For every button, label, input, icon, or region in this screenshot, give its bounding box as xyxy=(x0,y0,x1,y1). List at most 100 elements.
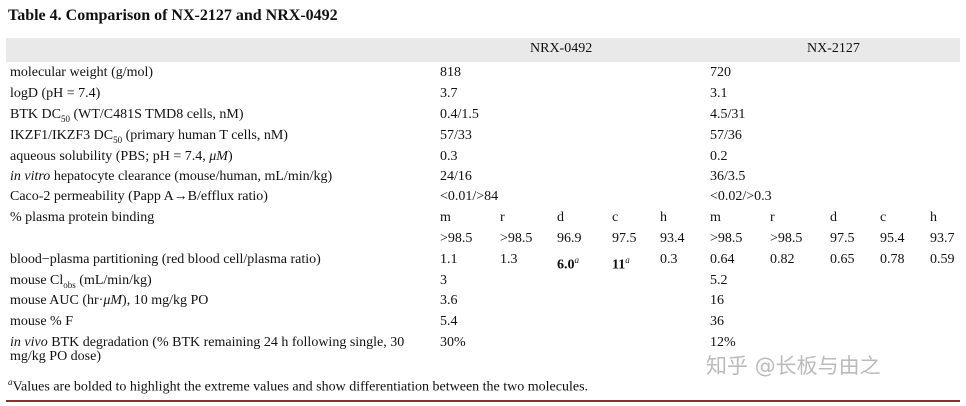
row-label: mouse AUC (hr·μM), 10 mg/kg PO xyxy=(10,292,208,310)
label-part: in vivo xyxy=(10,335,48,350)
cell: 5.4 xyxy=(440,314,458,329)
species: c xyxy=(880,210,887,225)
row-label: molecular weight (g/mol) xyxy=(10,64,153,82)
cell: 93.7 xyxy=(930,231,955,246)
column-header: NRX-0492 xyxy=(530,41,593,56)
footnote-mark: a xyxy=(574,255,580,265)
cell: >98.5 xyxy=(710,231,743,246)
cell: >98.5 xyxy=(500,231,533,246)
cell: 1.1 xyxy=(440,252,458,267)
species: m xyxy=(710,210,721,225)
cell: 95.4 xyxy=(880,231,905,246)
species: c xyxy=(612,210,619,225)
cell: >98.5 xyxy=(440,231,473,246)
row-label: blood−plasma partitioning (red blood cel… xyxy=(10,251,321,269)
header-band xyxy=(6,38,960,62)
watermark: 知乎 @长板与由之 xyxy=(706,354,881,378)
cell: 3 xyxy=(440,273,447,288)
species: r xyxy=(770,210,775,225)
footnote-mark: a xyxy=(625,255,630,265)
cell: 97.5 xyxy=(830,231,855,246)
cell: <0.02/>0.3 xyxy=(710,189,772,204)
cell: 0.65 xyxy=(830,252,855,267)
label-part: (mL/min/kg) xyxy=(75,273,152,288)
cell: 11a xyxy=(612,251,630,275)
bottom-rule xyxy=(6,400,960,402)
cell-value: 11 xyxy=(612,257,626,273)
label-part: in vitro xyxy=(10,169,51,184)
species: h xyxy=(660,210,667,225)
cell: 0.4/1.5 xyxy=(440,107,479,122)
cell: 12% xyxy=(710,335,736,350)
label-part: BTK DC xyxy=(10,107,61,122)
cell: 1.3 xyxy=(500,252,518,267)
cell: 0.3 xyxy=(440,149,458,164)
label-part: mouse Cl xyxy=(10,273,64,288)
cell: 3.6 xyxy=(440,293,458,308)
cell: 36 xyxy=(710,314,724,329)
species: d xyxy=(557,210,564,225)
cell: 24/16 xyxy=(440,169,472,184)
row-label: in vitro hepatocyte clearance (mouse/hum… xyxy=(10,168,332,186)
label-part: ), 10 mg/kg PO xyxy=(122,293,209,308)
label-part: mouse AUC (hr· xyxy=(10,293,104,308)
cell: <0.01/>84 xyxy=(440,189,499,204)
footnote: aValues are bolded to highlight the extr… xyxy=(8,373,588,397)
cell: 36/3.5 xyxy=(710,169,746,184)
cell: 0.78 xyxy=(880,252,905,267)
cell: 16 xyxy=(710,293,724,308)
cell: >98.5 xyxy=(770,231,803,246)
label-part: obs xyxy=(63,279,76,290)
row-label: mouse Clobs (mL/min/kg) xyxy=(10,272,152,294)
cell: 57/33 xyxy=(440,128,472,143)
cell: 30% xyxy=(440,335,466,350)
cell: 4.5/31 xyxy=(710,107,746,122)
cell: 5.2 xyxy=(710,273,728,288)
species: h xyxy=(930,210,937,225)
label-part: aqueous solubility (PBS; pH = 7.4, xyxy=(10,149,210,164)
species: r xyxy=(500,210,505,225)
label-part: (WT/C481S TMD8 cells, nM) xyxy=(69,107,244,122)
row-label: logD (pH = 7.4) xyxy=(10,85,100,103)
cell: 0.2 xyxy=(710,149,728,164)
label-part: hepatocyte clearance (mouse/human, mL/mi… xyxy=(50,169,333,184)
label-part: 50 xyxy=(60,113,70,124)
cell: 3.7 xyxy=(440,86,458,101)
cell: 0.82 xyxy=(770,252,795,267)
cell: 0.3 xyxy=(660,252,678,267)
cell: 0.64 xyxy=(710,252,735,267)
cell: 818 xyxy=(440,65,461,80)
label-part: blood−plasma partitioning (red blood cel… xyxy=(10,252,321,267)
label-part: molecular weight (g/mol) xyxy=(10,65,154,80)
cell: 57/36 xyxy=(710,128,742,143)
row-label: BTK DC50 (WT/C481S TMD8 cells, nM) xyxy=(10,106,244,128)
label-part: μM xyxy=(103,293,123,308)
species: m xyxy=(440,210,451,225)
footnote-text: Values are bolded to highlight the extre… xyxy=(12,379,589,395)
label-part: 50 xyxy=(113,134,123,145)
label-part: % plasma protein binding xyxy=(10,210,155,225)
row-label: mouse % F xyxy=(10,313,73,331)
label-part: Caco-2 permeability (Papp A→B/efflux rat… xyxy=(10,189,268,204)
cell: 96.9 xyxy=(557,231,582,246)
cell: 0.59 xyxy=(930,252,955,267)
cell: 6.0a xyxy=(557,251,579,275)
cell: 720 xyxy=(710,65,731,80)
table-title: Table 4. Comparison of NX-2127 and NRX-0… xyxy=(8,7,338,24)
footnote-mark: a xyxy=(8,377,13,387)
cell: 97.5 xyxy=(612,231,637,246)
label-part: logD (pH = 7.4) xyxy=(10,86,101,101)
label-part: mouse % F xyxy=(10,314,73,329)
column-header: NX-2127 xyxy=(807,41,860,56)
row-label: % plasma protein binding xyxy=(10,209,154,227)
row-label: Caco-2 permeability (Papp A→B/efflux rat… xyxy=(10,188,268,206)
cell: 93.4 xyxy=(660,231,685,246)
cell: 3.1 xyxy=(710,86,728,101)
label-part: μM xyxy=(209,149,228,164)
label-part: IKZF1/IKZF3 DC xyxy=(10,128,114,143)
row-label: in vivo BTK degradation (% BTK remaining… xyxy=(10,336,435,364)
label-part: (primary human T cells, nM) xyxy=(122,128,288,143)
cell-value: 6.0 xyxy=(557,257,575,273)
row-label: IKZF1/IKZF3 DC50 (primary human T cells,… xyxy=(10,127,288,149)
